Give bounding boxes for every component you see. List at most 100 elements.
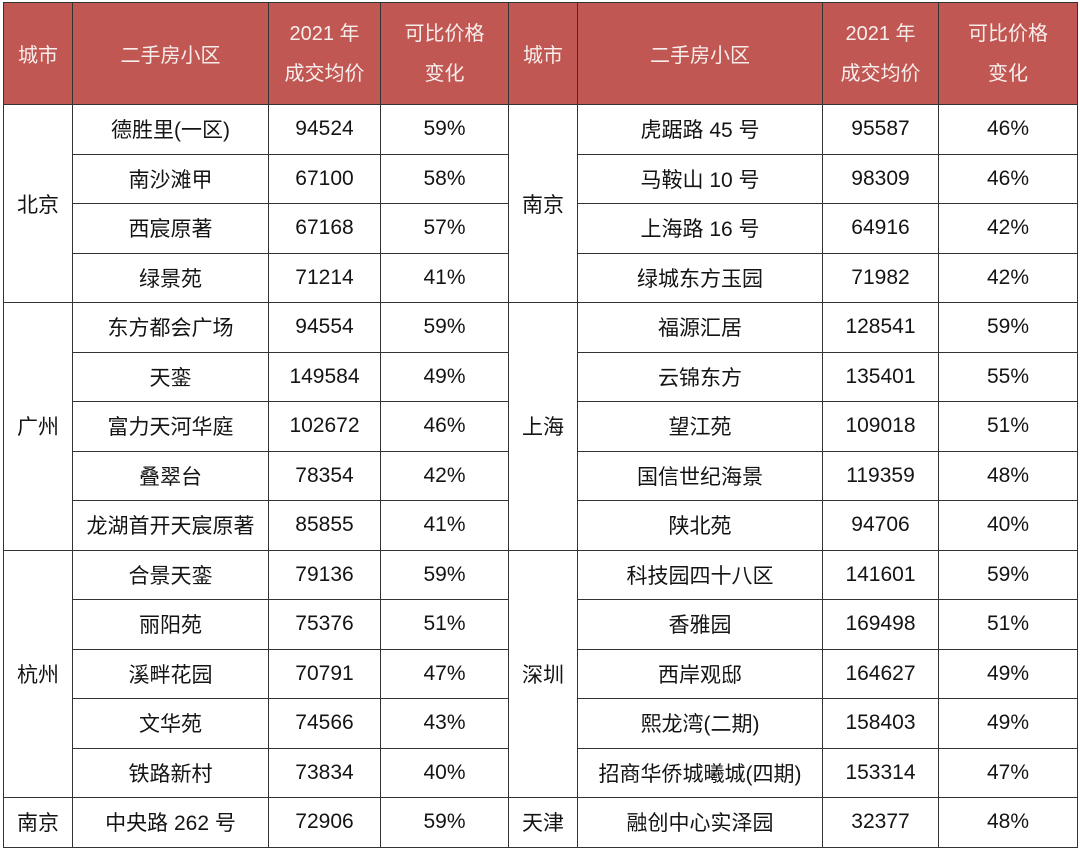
community-cell: 德胜里(一区) (72, 104, 269, 155)
header-price-line1: 2021 年 (289, 22, 360, 45)
price-cell: 95587 (822, 104, 939, 155)
header-price-left: 2021 年 成交均价 (268, 2, 381, 105)
price-cell: 128541 (822, 302, 939, 353)
change-cell: 40% (380, 747, 509, 798)
header-row: 城市 二手房小区 2021 年 成交均价 可比价格 变化 城市 二手房小区 20… (3, 2, 1078, 105)
header-community-right: 二手房小区 (577, 2, 823, 105)
change-cell: 51% (938, 401, 1078, 452)
price-cell: 102672 (268, 401, 381, 452)
community-cell: 马鞍山 10 号 (577, 153, 823, 204)
change-cell: 51% (380, 599, 509, 650)
change-cell: 49% (938, 698, 1078, 749)
community-cell: 虎踞路 45 号 (577, 104, 823, 155)
city-cell-nanjing-right: 南京 (508, 104, 578, 303)
change-cell: 59% (938, 549, 1078, 600)
community-cell: 绿景苑 (72, 252, 269, 303)
header-price-line1: 2021 年 (845, 22, 916, 45)
community-cell: 西岸观邸 (577, 648, 823, 699)
price-cell: 85855 (268, 500, 381, 551)
table-row: 铁路新村 73834 40% 招商华侨城曦城(四期) 153314 47% (4, 747, 1078, 798)
price-cell: 74566 (268, 698, 381, 749)
city-cell-hangzhou: 杭州 (3, 549, 73, 798)
price-cell: 64916 (822, 203, 939, 254)
community-cell: 科技园四十八区 (577, 549, 823, 600)
community-cell: 香雅园 (577, 599, 823, 650)
header-city-right: 城市 (508, 2, 578, 105)
change-cell: 40% (938, 500, 1078, 551)
city-cell-beijing: 北京 (3, 104, 73, 303)
table-row: 文华苑 74566 43% 熙龙湾(二期) 158403 49% (4, 698, 1078, 749)
header-price-right: 2021 年 成交均价 (822, 2, 939, 105)
change-cell: 49% (938, 648, 1078, 699)
price-cell: 149584 (268, 351, 381, 402)
change-cell: 59% (380, 549, 509, 600)
header-change-line1: 可比价格 (404, 22, 485, 45)
community-cell: 龙湖首开天宸原著 (72, 500, 269, 551)
change-cell: 57% (380, 203, 509, 254)
price-cell: 78354 (268, 450, 381, 501)
community-cell: 叠翠台 (72, 450, 269, 501)
community-cell: 国信世纪海景 (577, 450, 823, 501)
community-cell: 望江苑 (577, 401, 823, 452)
change-cell: 41% (380, 500, 509, 551)
city-cell-shanghai: 上海 (508, 302, 578, 551)
change-cell: 59% (380, 797, 509, 848)
change-cell: 59% (938, 302, 1078, 353)
price-cell: 169498 (822, 599, 939, 650)
change-cell: 48% (938, 450, 1078, 501)
price-cell: 72906 (268, 797, 381, 848)
community-cell: 西宸原著 (72, 203, 269, 254)
price-cell: 94554 (268, 302, 381, 353)
community-cell: 文华苑 (72, 698, 269, 749)
table-row: 西宸原著 67168 57% 上海路 16 号 64916 42% (4, 203, 1078, 254)
change-cell: 41% (380, 252, 509, 303)
community-cell: 云锦东方 (577, 351, 823, 402)
city-cell-tianjin: 天津 (508, 797, 578, 848)
change-cell: 51% (938, 599, 1078, 650)
price-cell: 135401 (822, 351, 939, 402)
table-header: 城市 二手房小区 2021 年 成交均价 可比价格 变化 城市 二手房小区 20… (3, 2, 1078, 105)
change-cell: 59% (380, 302, 509, 353)
price-cell: 75376 (268, 599, 381, 650)
community-cell: 南沙滩甲 (72, 153, 269, 204)
table-row: 杭州 合景天銮 79136 59% 深圳 科技园四十八区 141601 59% (3, 549, 1078, 798)
community-cell: 合景天銮 (72, 549, 269, 600)
table-row: 溪畔花园 70791 47% 西岸观邸 164627 49% (4, 648, 1078, 699)
price-cell: 164627 (822, 648, 939, 699)
change-cell: 47% (938, 747, 1078, 798)
price-cell: 141601 (822, 549, 939, 600)
price-cell: 32377 (822, 797, 939, 848)
table-row: 富力天河华庭 102672 46% 望江苑 109018 51% (4, 401, 1078, 452)
change-cell: 59% (380, 104, 509, 155)
city-cell-guangzhou: 广州 (3, 302, 73, 551)
change-cell: 47% (380, 648, 509, 699)
community-cell: 陕北苑 (577, 500, 823, 551)
price-cell: 67168 (268, 203, 381, 254)
community-cell: 铁路新村 (72, 747, 269, 798)
price-cell: 98309 (822, 153, 939, 204)
table-row: 广州 东方都会广场 94554 59% 上海 福源汇居 128541 59% (3, 302, 1078, 551)
community-cell: 绿城东方玉园 (577, 252, 823, 303)
community-cell: 东方都会广场 (72, 302, 269, 353)
change-cell: 55% (938, 351, 1078, 402)
table-row: 龙湖首开天宸原著 85855 41% 陕北苑 94706 40% (4, 500, 1078, 551)
change-cell: 42% (938, 203, 1078, 254)
table-row: 南京 中央路 262 号 72906 59% 天津 融创中心实泽园 32377 … (3, 797, 1078, 848)
price-cell: 67100 (268, 153, 381, 204)
price-cell: 79136 (268, 549, 381, 600)
header-change-right: 可比价格 变化 (938, 2, 1078, 105)
price-cell: 94706 (822, 500, 939, 551)
table-row: 绿景苑 71214 41% 绿城东方玉园 71982 42% (4, 252, 1078, 303)
header-price-line2: 成交均价 (840, 62, 921, 85)
community-cell: 融创中心实泽园 (577, 797, 823, 848)
city-cell-nanjing-left: 南京 (3, 797, 73, 848)
community-cell: 福源汇居 (577, 302, 823, 353)
change-cell: 42% (938, 252, 1078, 303)
community-cell: 天銮 (72, 351, 269, 402)
second-hand-housing-price-table: 城市 二手房小区 2021 年 成交均价 可比价格 变化 城市 二手房小区 20… (3, 2, 1078, 848)
table-body: 北京 德胜里(一区) 94524 59% 南京 虎踞路 45 号 95587 4… (3, 104, 1078, 848)
price-cell: 119359 (822, 450, 939, 501)
city-cell-shenzhen: 深圳 (508, 549, 578, 798)
community-cell: 富力天河华庭 (72, 401, 269, 452)
